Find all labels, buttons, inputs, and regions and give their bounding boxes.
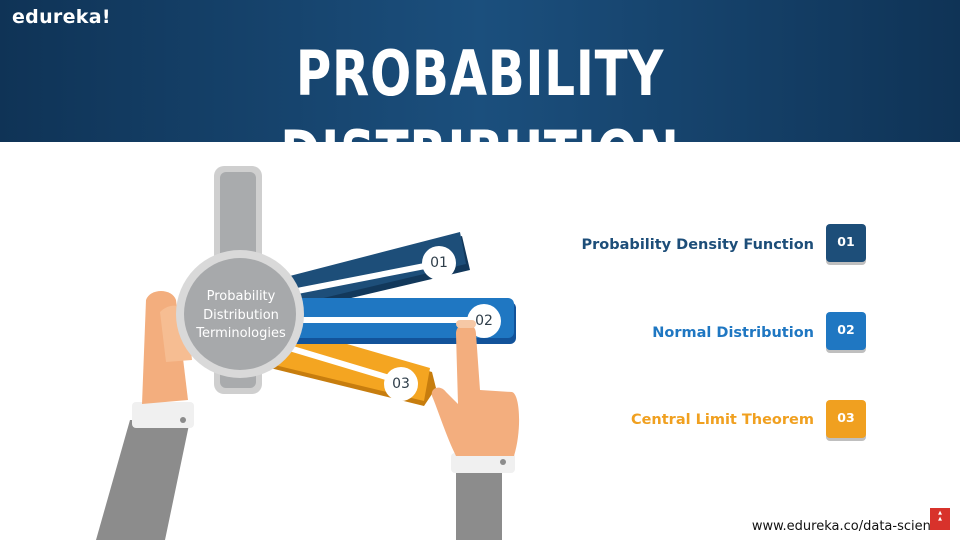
hub-label: Probability Distribution Terminologies [186,288,296,344]
hub-circle [184,258,296,370]
slide-header: edureka! PROBABILITY DISTRIBUTION [0,0,960,190]
hub-label-line-3: Terminologies [196,326,286,341]
blade-01-number: 01 [430,255,448,271]
subscribe-icon[interactable]: ▲ ▲ [930,508,950,530]
item-label-normal: Normal Distribution [652,325,814,341]
footer-url[interactable]: www.edureka.co/data-science [751,519,946,534]
item-label-clt: Central Limit Theorem [630,412,814,428]
hub-label-line-1: Probability [206,289,276,304]
item-label-pdf: Probability Density Function [581,237,814,253]
right-hand [431,320,520,540]
blade-03-number: 03 [392,376,410,392]
hub-label-line-2: Distribution [203,307,279,323]
blade-02-number: 02 [475,313,493,329]
swiss-knife-illustration [96,166,520,540]
edureka-logo: edureka! [12,6,111,28]
item-badge-01: 01 [826,224,866,262]
blade-01 [282,232,470,312]
slide-title: PROBABILITY DISTRIBUTION [280,37,680,190]
item-badge-02: 02 [826,312,866,350]
item-badge-03: 03 [826,400,866,438]
